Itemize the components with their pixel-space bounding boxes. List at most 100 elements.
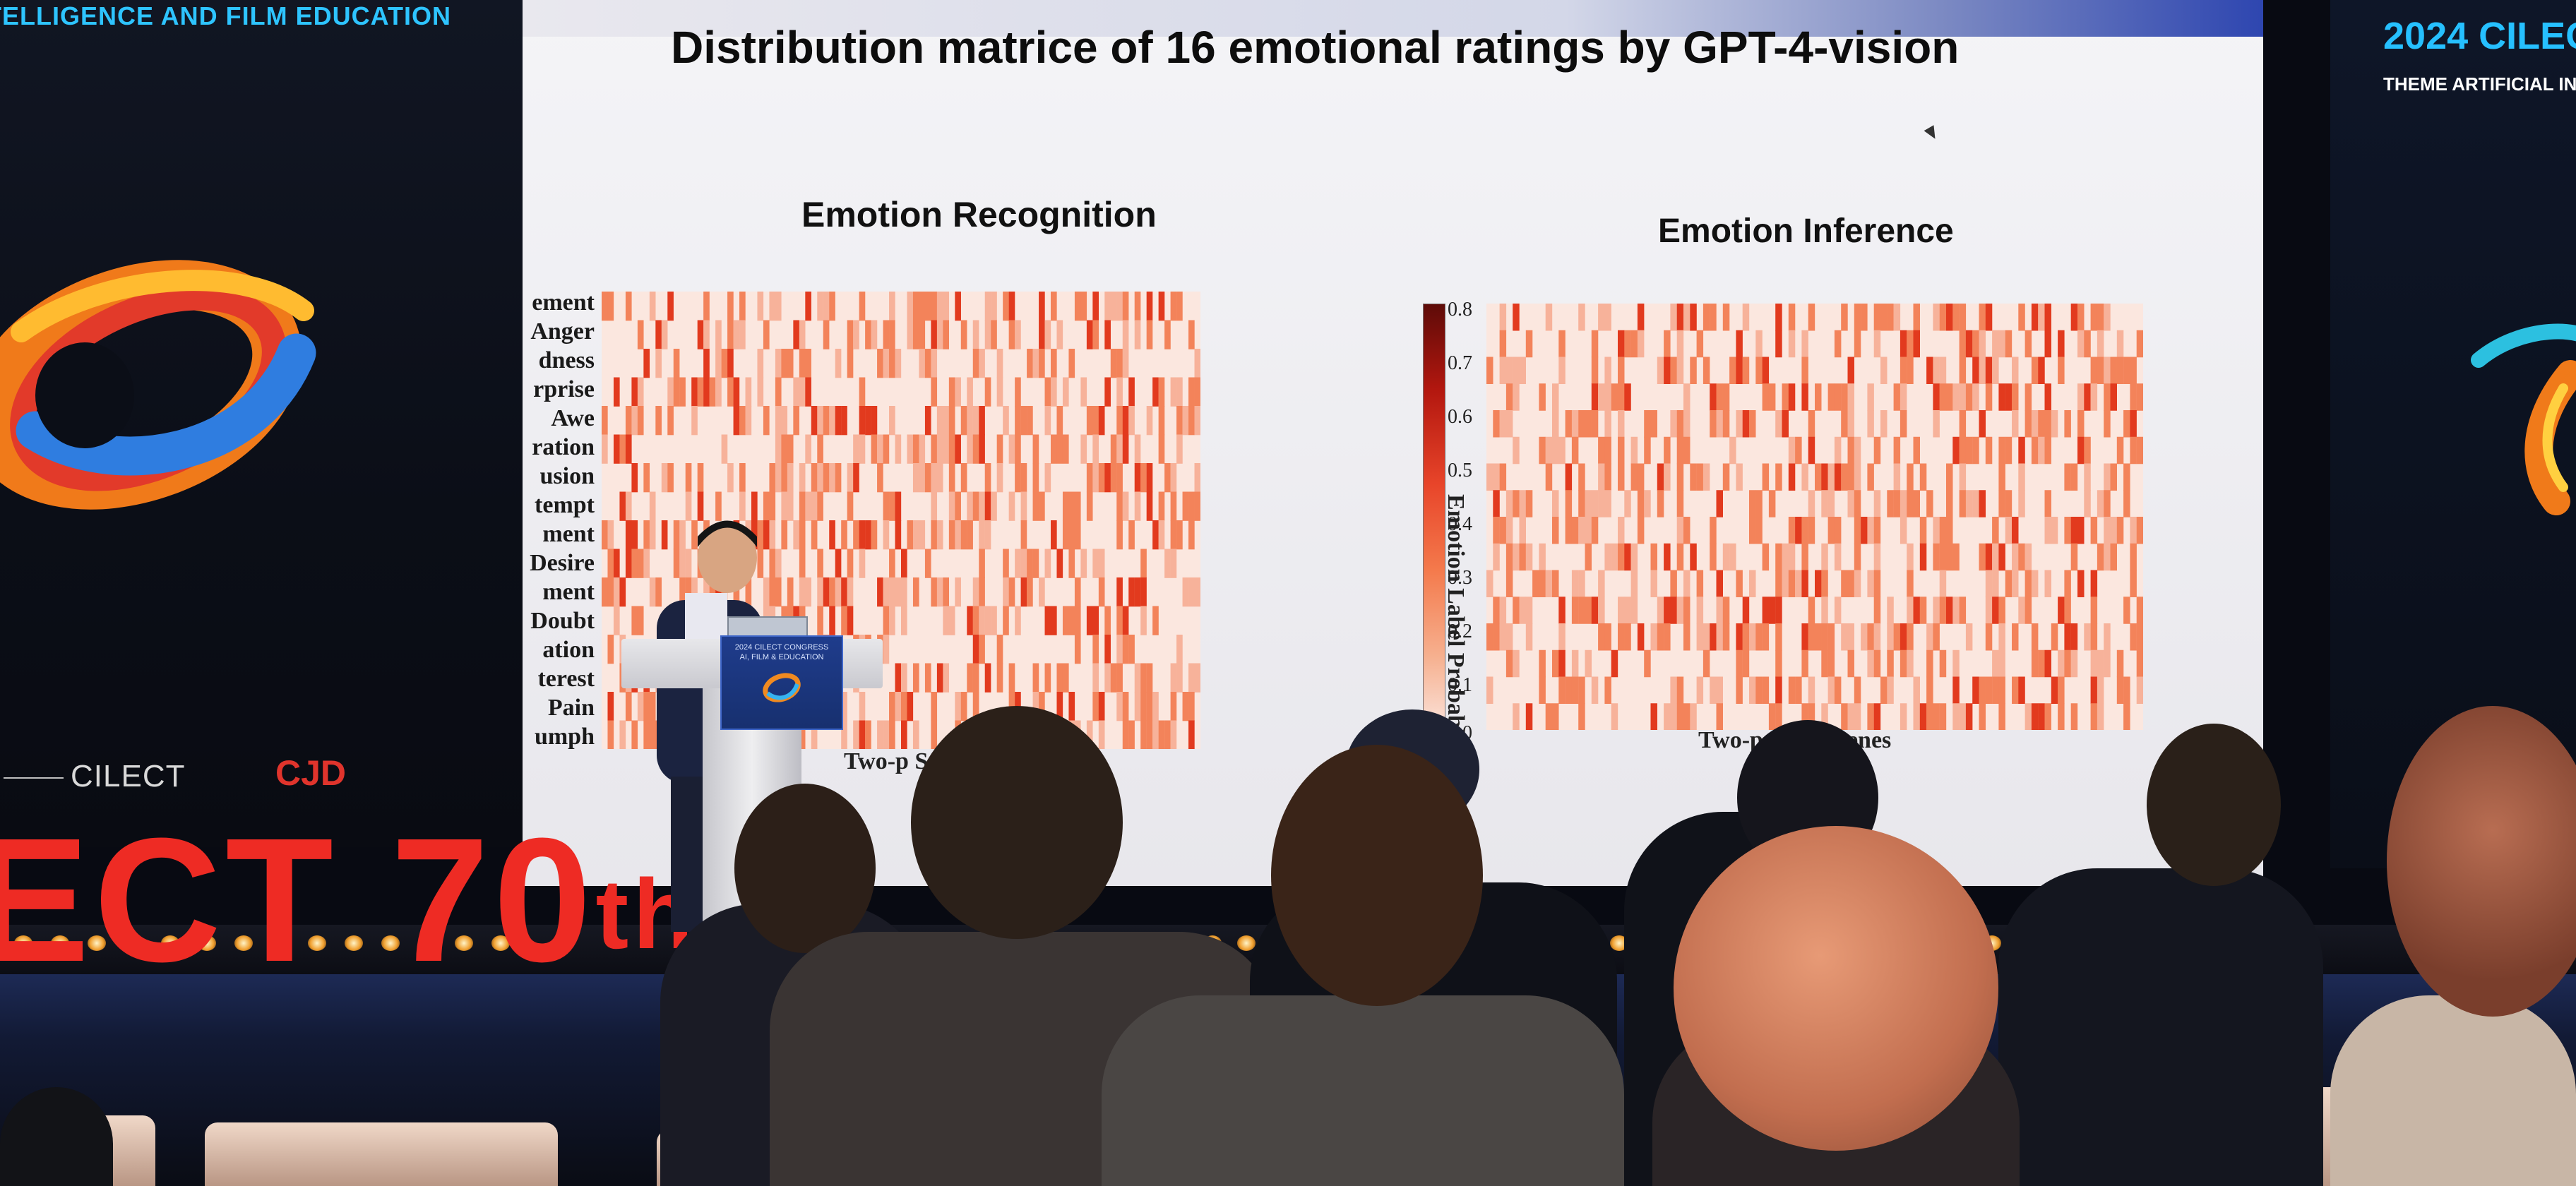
heatmap-cell xyxy=(1952,543,1960,571)
heatmap-cell xyxy=(955,377,961,407)
heatmap-cell xyxy=(1801,543,1808,571)
heatmap-cell xyxy=(871,406,878,436)
heatmap-cell xyxy=(1158,520,1165,550)
heatmap-cell xyxy=(901,720,907,749)
heatmap-cell xyxy=(1998,330,2005,358)
heatmap-cell xyxy=(1008,663,1015,693)
heatmap-cell xyxy=(733,577,740,607)
heatmap-cell xyxy=(1128,577,1135,607)
heatmap-cell xyxy=(2097,649,2104,678)
heatmap-cell xyxy=(745,377,752,407)
heatmap-cell xyxy=(2070,304,2078,331)
heatmap-cell xyxy=(1650,703,1657,730)
heatmap-cell xyxy=(631,520,638,550)
left-banner: TELLIGENCE AND FILM EDUCATION CILECT CJD xyxy=(0,0,533,847)
heatmap-cell xyxy=(1051,606,1057,635)
heatmap-cell xyxy=(1716,490,1723,517)
heatmap-cell xyxy=(996,434,1003,464)
heatmap-cell xyxy=(931,577,938,607)
heatmap-cell xyxy=(1907,490,1914,517)
heatmap-cell xyxy=(715,577,722,607)
heatmap-cell xyxy=(972,349,979,378)
heatmap-cell xyxy=(1152,692,1159,721)
heatmap-cell xyxy=(1710,517,1717,544)
heatmap-cell xyxy=(2116,357,2124,385)
heatmap-cell xyxy=(883,720,890,749)
heatmap-cell xyxy=(2012,543,2019,571)
heatmap-cell xyxy=(1913,703,1920,730)
heatmap-cell xyxy=(1578,304,1585,331)
heatmap-cell xyxy=(996,635,1003,664)
heatmap-cell xyxy=(691,406,698,436)
heatmap-cell xyxy=(2064,517,2071,544)
heatmap-cell xyxy=(2025,410,2032,438)
heatmap-cell xyxy=(1742,597,1750,624)
y-label: Awe xyxy=(551,405,595,431)
heatmap-cell xyxy=(1821,570,1828,598)
stage-light-bulb xyxy=(1610,935,1628,951)
heatmap-cell xyxy=(2051,623,2058,651)
heatmap-cell xyxy=(757,292,764,321)
heatmap-cell xyxy=(1152,377,1159,407)
heatmap-cell xyxy=(1933,383,1940,411)
heatmap-cell xyxy=(1907,649,1914,678)
heatmap-cell xyxy=(1194,349,1200,378)
heatmap-cell xyxy=(1742,649,1750,678)
heatmap-cell xyxy=(1644,490,1651,517)
heatmap-cell xyxy=(602,292,608,321)
heatmap-cell xyxy=(757,349,764,378)
heatmap-cell xyxy=(984,292,991,321)
heatmap-cell xyxy=(1841,703,1848,730)
heatmap-cell xyxy=(1979,543,1986,571)
heatmap-cell xyxy=(1104,606,1111,635)
heatmap-cell xyxy=(1051,349,1057,378)
heatmap-cell xyxy=(1558,330,1566,358)
heatmap-cell xyxy=(2018,597,2025,624)
heatmap-cell xyxy=(1952,597,1960,624)
heatmap-cell xyxy=(853,320,859,349)
heatmap-cell xyxy=(829,577,835,607)
heatmap-cell xyxy=(835,349,842,378)
heatmap-cell xyxy=(613,434,620,464)
heatmap-cell xyxy=(1690,463,1697,491)
heatmap-cell xyxy=(703,292,710,321)
heatmap-cell xyxy=(1020,406,1027,436)
heatmap-cell xyxy=(2012,623,2019,651)
heatmap-cell xyxy=(1854,703,1861,730)
heatmap-cell xyxy=(1650,543,1657,571)
heatmap-cell xyxy=(972,635,979,664)
heatmap-cell xyxy=(775,377,782,407)
heatmap-cell xyxy=(1194,377,1200,407)
heatmap-cell xyxy=(1854,570,1861,598)
heatmap-cell xyxy=(1729,436,1736,465)
heatmap-cell xyxy=(2012,676,2019,705)
heatmap-cell xyxy=(793,320,800,349)
heatmap-cell xyxy=(1068,349,1075,378)
heatmap-cell xyxy=(1887,623,1894,651)
heatmap-cell xyxy=(1834,463,1842,491)
heatmap-cell xyxy=(1104,463,1111,493)
heatmap-cell xyxy=(607,692,614,721)
heatmap-cell xyxy=(1939,597,1947,624)
heatmap-cell xyxy=(1801,649,1808,678)
heatmap-cell xyxy=(979,434,985,464)
heatmap-cell xyxy=(1571,676,1579,705)
heatmap-cell xyxy=(1926,490,1933,517)
heatmap-cell xyxy=(2130,517,2137,544)
heatmap-cell xyxy=(1788,304,1796,331)
heatmap-cell xyxy=(805,491,811,521)
heatmap-cell xyxy=(1887,597,1894,624)
podium-sign-line: AI, FILM & EDUCATION xyxy=(739,653,824,661)
heatmap-cell xyxy=(1591,383,1599,411)
heatmap-cell xyxy=(2077,570,2085,598)
heatmap-cell xyxy=(1650,410,1657,438)
heatmap-cell xyxy=(1493,543,1500,571)
heatmap-cell xyxy=(1565,463,1573,491)
heatmap-cell xyxy=(2136,517,2143,544)
heatmap-cell xyxy=(919,349,926,378)
heatmap-cell xyxy=(2070,543,2078,571)
heatmap-cell xyxy=(972,663,979,693)
heatmap-cell xyxy=(769,577,776,607)
heatmap-cell xyxy=(1056,320,1063,349)
heatmap-cell xyxy=(1808,676,1815,705)
